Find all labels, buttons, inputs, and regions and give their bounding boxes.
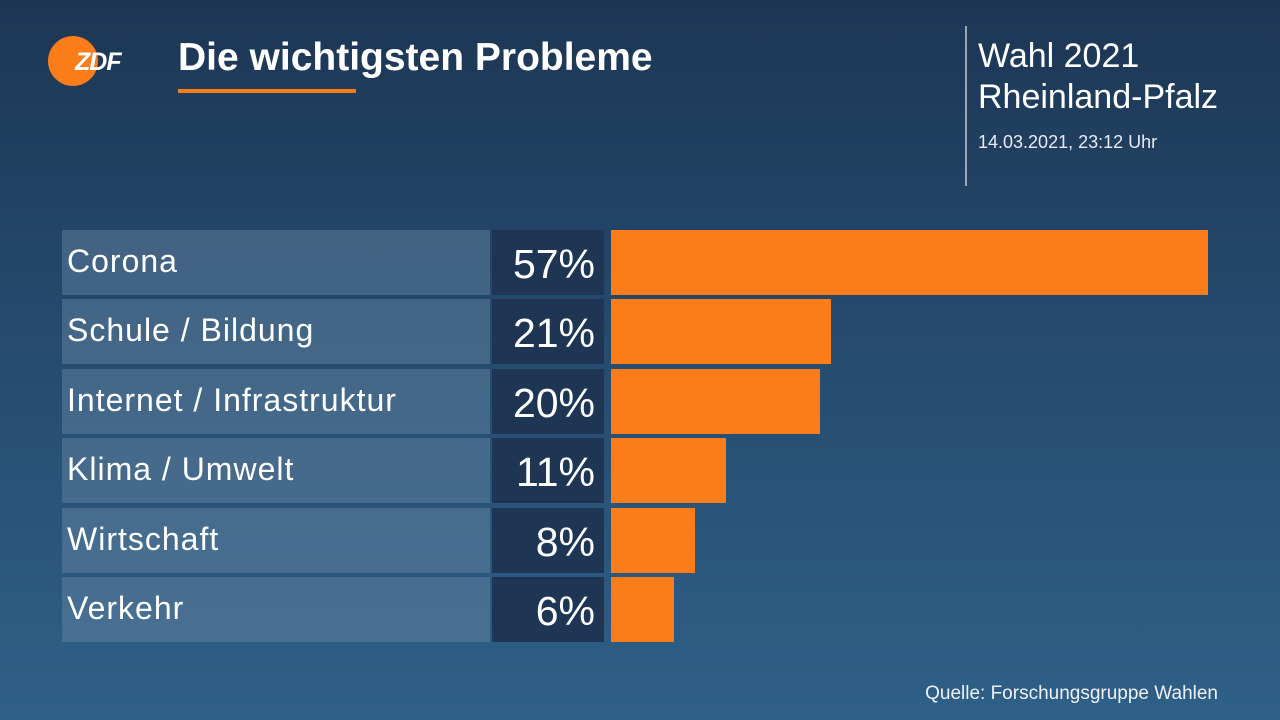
- svg-text:ZDF: ZDF: [74, 48, 122, 76]
- category-cell: Schule / Bildung: [62, 299, 490, 365]
- category-cell: Verkehr: [62, 577, 490, 642]
- category-label: Klima / Umwelt: [67, 451, 295, 488]
- category-label: Wirtschaft: [67, 520, 220, 557]
- page-title: Die wichtigsten Probleme: [178, 36, 653, 79]
- bar: [611, 577, 674, 642]
- value-label: 21%: [512, 310, 595, 357]
- category-cell: Internet / Infrastruktur: [62, 368, 490, 434]
- bar: [611, 299, 831, 365]
- category-cell: Klima / Umwelt: [62, 438, 490, 504]
- value-cell: 8%: [492, 507, 604, 573]
- category-label: Verkehr: [67, 590, 185, 626]
- election-region: Rheinland-Pfalz: [978, 78, 1219, 116]
- category-cell: Wirtschaft: [62, 507, 490, 573]
- bar: [611, 230, 1208, 295]
- value-label: 8%: [535, 518, 595, 565]
- category-label: Schule / Bildung: [67, 312, 315, 349]
- category-label: Corona: [67, 243, 178, 279]
- value-label: 57%: [512, 241, 595, 287]
- value-cell: 11%: [492, 438, 604, 504]
- value-cell: 20%: [492, 368, 604, 434]
- category-cell: Corona: [62, 230, 490, 295]
- value-cell: 21%: [492, 299, 604, 365]
- title-underline: [178, 89, 356, 93]
- value-label: 11%: [515, 449, 595, 496]
- zdf-logo: ZDF: [48, 36, 134, 86]
- bar: [611, 438, 727, 504]
- bar: [611, 368, 821, 434]
- value-cell: 57%: [492, 230, 604, 295]
- category-label: Internet / Infrastruktur: [67, 381, 397, 418]
- bar: [611, 507, 695, 573]
- election-title: Wahl 2021: [978, 37, 1140, 75]
- election-info: Wahl 2021 Rheinland-Pfalz: [978, 36, 1218, 118]
- timestamp: 14.03.2021, 23:12 Uhr: [978, 132, 1158, 152]
- header-divider: [965, 26, 967, 186]
- value-label: 6%: [535, 588, 595, 634]
- value-cell: 6%: [492, 577, 604, 642]
- value-label: 20%: [512, 379, 595, 426]
- source-note: Quelle: Forschungsgruppe Wahlen: [925, 683, 1218, 704]
